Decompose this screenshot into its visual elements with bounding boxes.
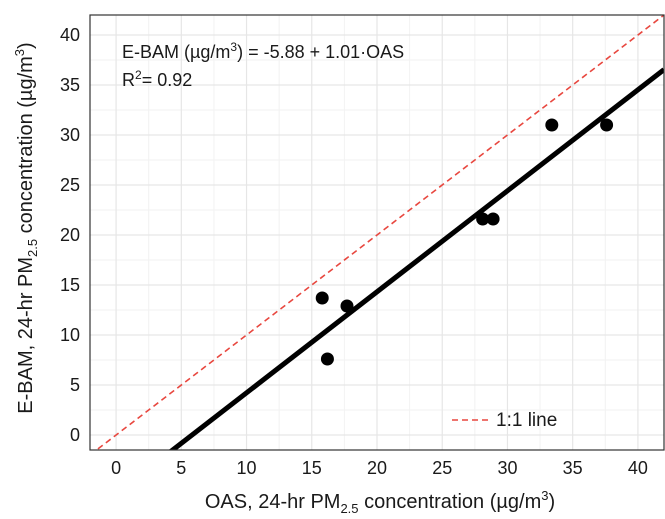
ylabel-post: concentration (µg/m (15, 56, 37, 239)
x-tick-label: 20 (367, 458, 387, 478)
regression-equation: E-BAM (µg/m3) = -5.88 + 1.01·OAS (122, 40, 404, 62)
fit-line-layer (168, 67, 664, 450)
x-tick-label: 10 (237, 458, 257, 478)
ylabel-pre: E-BAM, 24-hr PM (15, 257, 37, 414)
eq-sup: 3 (230, 40, 237, 54)
y-tick-label: 30 (60, 125, 80, 145)
x-tick-label: 30 (497, 458, 517, 478)
xlabel-sub: 2.5 (340, 501, 358, 516)
ylabel-sup: 3 (12, 49, 27, 56)
x-tick-label: 25 (432, 458, 452, 478)
r2-pre: R (122, 70, 135, 90)
legend-label: 1:1 line (496, 410, 557, 431)
data-point (320, 352, 334, 366)
plot-border (89, 14, 665, 451)
xlabel-end: ) (548, 491, 555, 513)
x-axis-title: OAS, 24-hr PM2.5 concentration (µg/m3) (205, 488, 555, 516)
y-tick-labels: 0 5 10 15 20 25 30 35 40 (60, 25, 80, 445)
x-tick-label: 5 (176, 458, 186, 478)
data-point (476, 212, 490, 226)
ylabel-end: ) (15, 42, 37, 49)
x-tick-labels: 0 5 10 15 20 25 30 35 40 (111, 458, 648, 478)
x-tick-label: 40 (628, 458, 648, 478)
y-tick-label: 0 (70, 425, 80, 445)
y-tick-label: 5 (70, 375, 80, 395)
r-squared: R2= 0.92 (122, 68, 192, 90)
reference-line-layer (95, 15, 664, 450)
eq-post: ) = -5.88 + 1.01·OAS (237, 42, 404, 62)
x-tick-label: 35 (563, 458, 583, 478)
y-tick-label: 35 (60, 75, 80, 95)
grid (90, 15, 664, 450)
r2-sup: 2 (135, 68, 142, 82)
y-tick-label: 20 (60, 225, 80, 245)
xlabel-pre: OAS, 24-hr PM (205, 491, 341, 513)
regression-line (168, 67, 664, 450)
data-point (315, 291, 329, 305)
r2-post: = 0.92 (142, 70, 193, 90)
legend: 1:1 line (452, 410, 557, 431)
y-tick-label: 25 (60, 175, 80, 195)
y-tick-label: 15 (60, 275, 80, 295)
xlabel-sup: 3 (541, 488, 548, 503)
x-tick-label: 0 (111, 458, 121, 478)
y-tick-label: 10 (60, 325, 80, 345)
data-point (486, 212, 500, 226)
x-tick-label: 15 (302, 458, 322, 478)
xlabel-post: concentration (µg/m (359, 491, 542, 513)
data-point (340, 299, 354, 313)
data-point (545, 118, 559, 132)
data-point (600, 118, 614, 132)
y-tick-label: 40 (60, 25, 80, 45)
ylabel-sub: 2.5 (25, 239, 40, 257)
points-layer (315, 118, 614, 366)
eq-pre: E-BAM (µg/m (122, 42, 230, 62)
y-axis-title: E-BAM, 24-hr PM2.5 concentration (µg/m3) (12, 42, 40, 413)
one-to-one-line (95, 15, 664, 450)
